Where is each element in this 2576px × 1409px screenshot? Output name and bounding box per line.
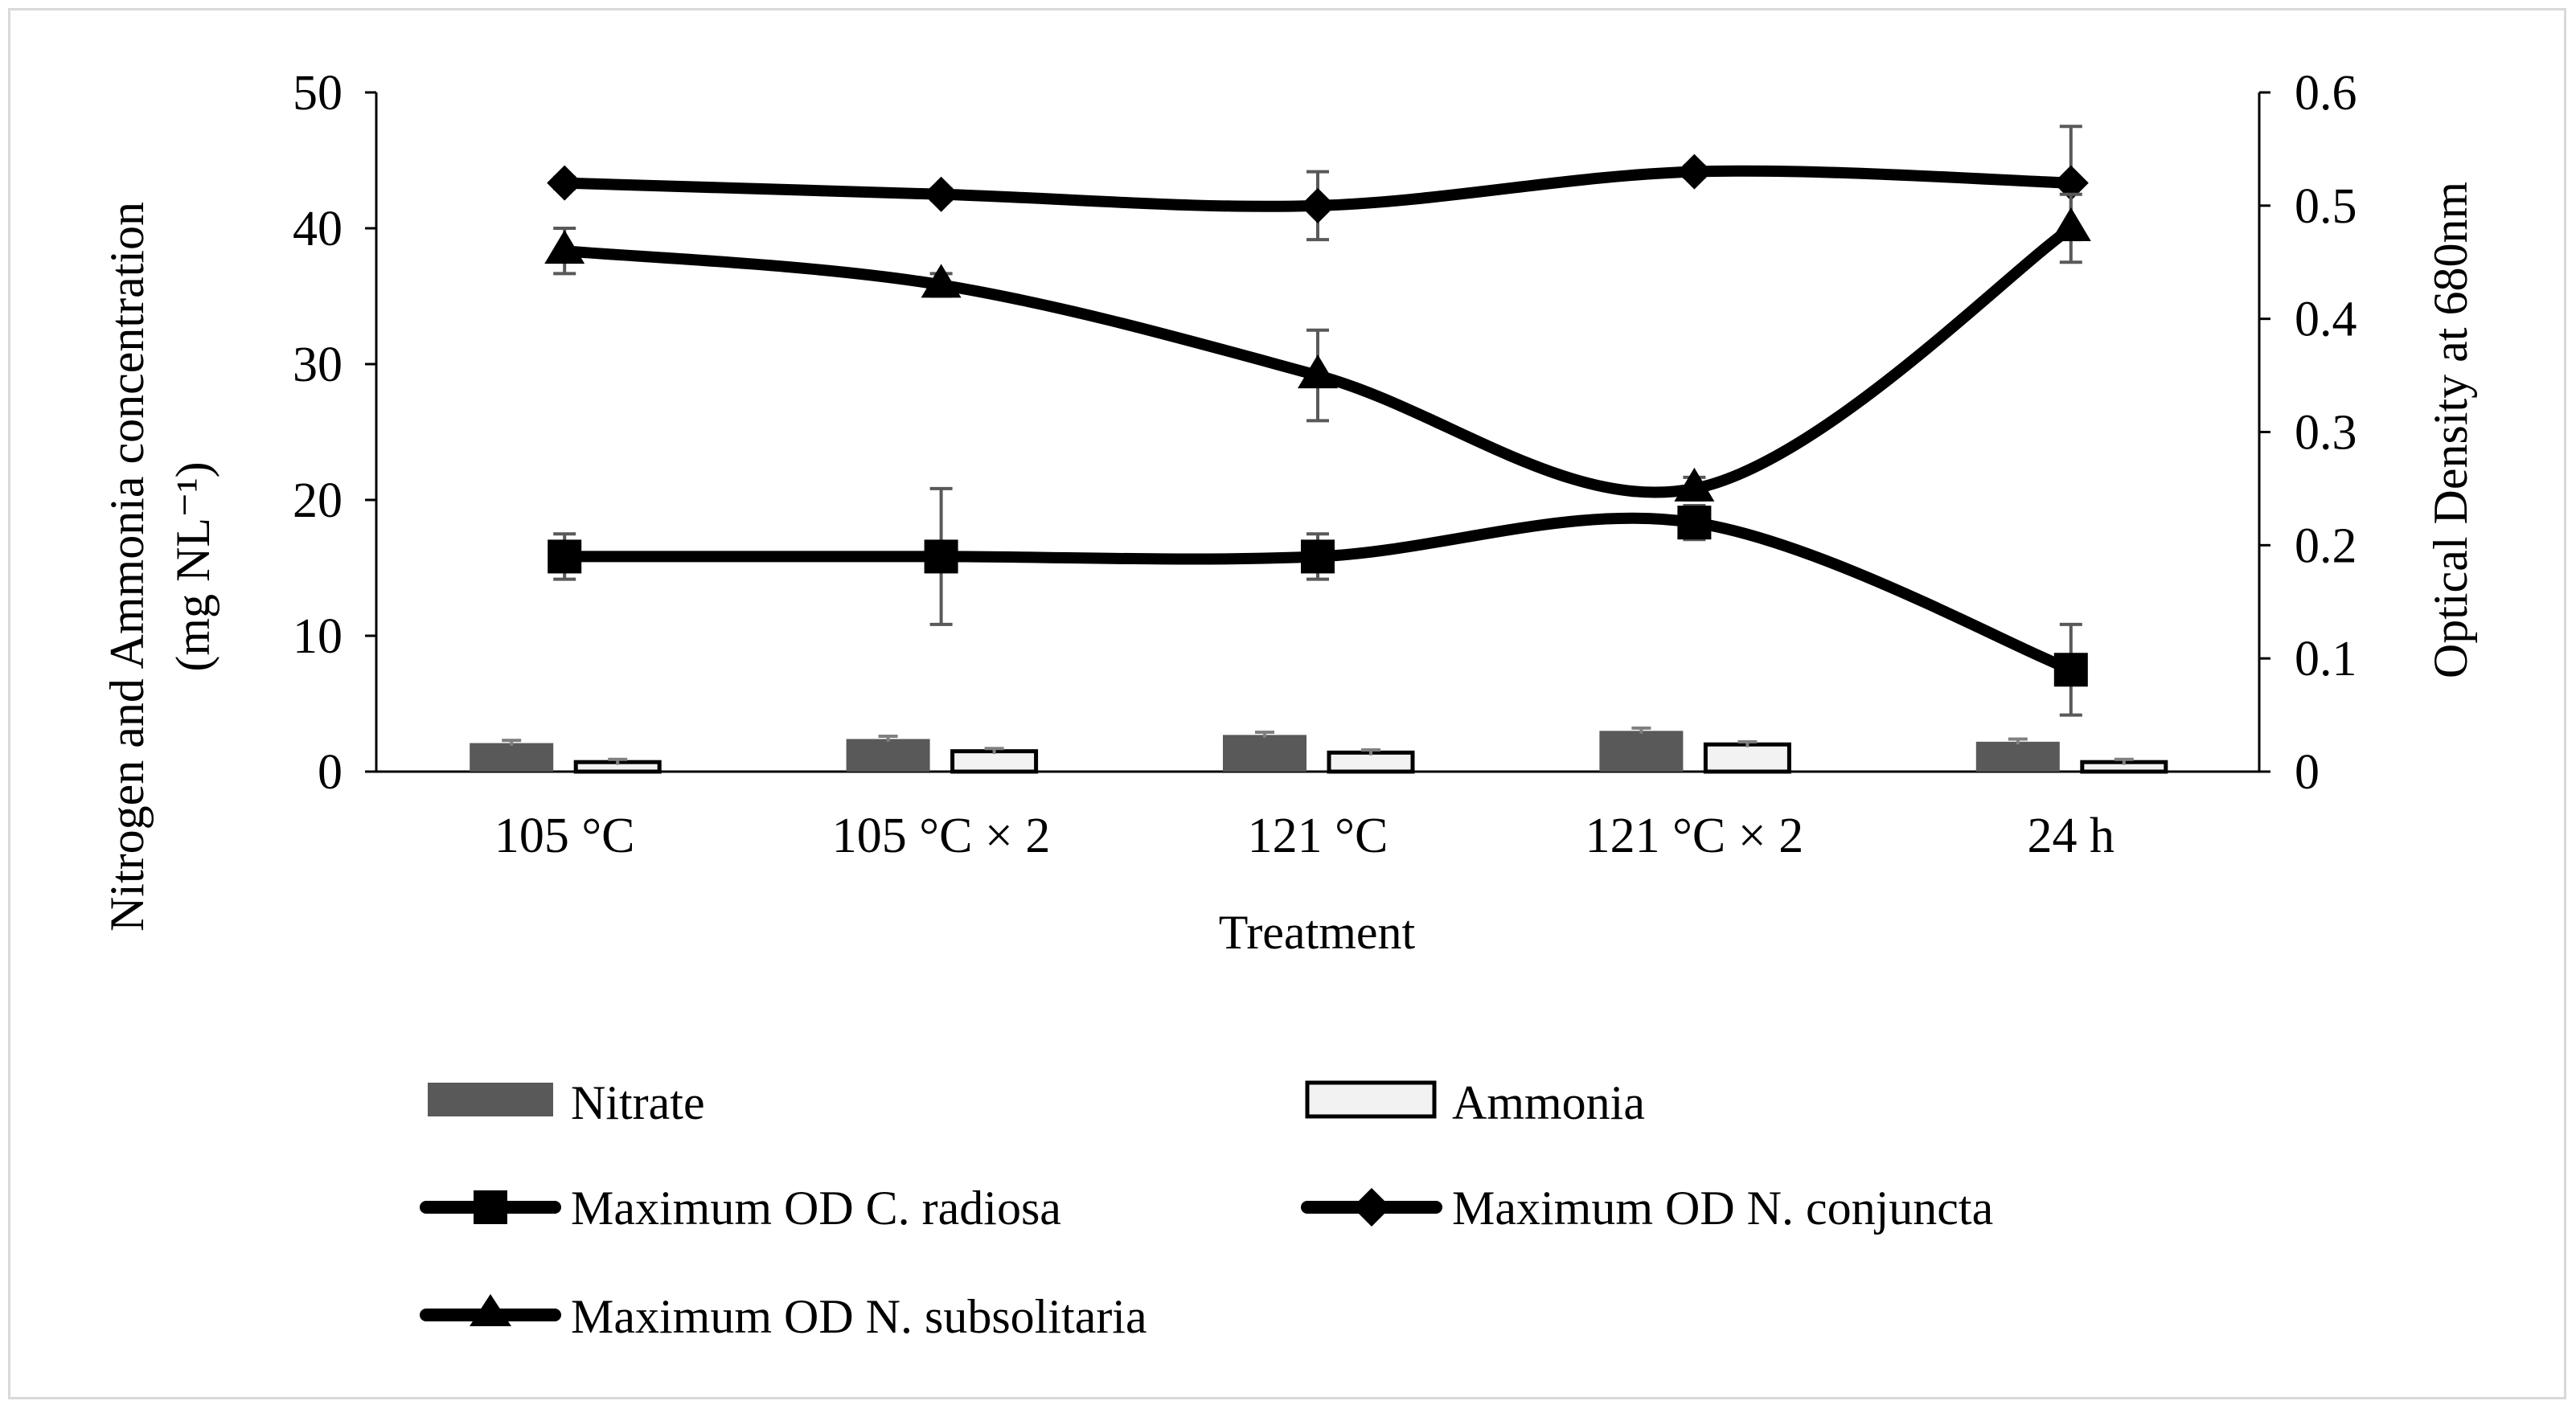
y-right-tick-label: 0 [2295,745,2320,800]
y-right-tick-label: 0.1 [2295,632,2357,686]
y-right-tick-label: 0.4 [2295,293,2357,347]
bar-nitrate [470,743,554,772]
bar-nitrate [1223,735,1306,772]
data-point-triangle [2050,207,2091,241]
y-left-tick-label: 20 [293,473,343,528]
bar-ammonia [950,749,1039,774]
bar-nitrate [1975,741,2060,772]
y-left-tick-label: 30 [293,338,343,392]
data-point-square [1677,506,1712,540]
data-point-diamond [1300,187,1335,223]
data-point-triangle [921,264,962,298]
data-point-triangle [1674,467,1715,502]
data-point-diamond [547,165,583,201]
x-tick-label: 121 °C × 2 [1585,809,1804,863]
axes-group: 0 10 20 30 40 50 0 0.1 0.2 0.3 0.4 0.5 0.6 105 °C 105 … [293,66,2357,863]
legend-swatch-ammonia [1305,1080,1437,1119]
y-right-tick-label: 0.3 [2295,406,2357,461]
legend-marker-diamond [1352,1188,1391,1227]
data-point-diamond [2053,165,2089,201]
data-point-diamond [1676,154,1713,190]
y-right-tick-label: 0.2 [2295,518,2357,573]
bar-ammonia [1703,742,1791,774]
x-tick-label: 24 h [2028,809,2115,863]
legend-swatch-nitrate [428,1083,553,1116]
chart-frame [8,8,2566,1399]
y-left-axis-label-line1: Nitrogen and Ammonia concentration [100,202,154,932]
y-left-axis-label-line2: (mg NL⁻¹) [166,461,219,671]
bars-group [470,726,2168,774]
y-left-tick-label: 50 [293,66,343,121]
series-line-maximum-od-n-subsolitaria [564,223,2074,498]
data-point-square [2053,653,2088,687]
x-tick-label: 121 °C [1248,809,1388,863]
y-left-tick-label: 0 [318,745,343,800]
y-left-tick-label: 10 [293,609,343,664]
x-tick-label: 105 °C × 2 [832,809,1051,863]
bar-nitrate [1599,731,1684,772]
bar-ammonia [1327,750,1415,774]
data-point-square [924,539,958,574]
legend: Nitrate Ammonia Maximum OD C. radiosa Ma… [420,1076,1993,1343]
y-right-tick-label: 0.6 [2295,66,2357,121]
legend-marker-square [474,1190,507,1224]
legend-label-nitrate: Nitrate [571,1076,705,1129]
data-point-square [1301,539,1335,574]
legend-label-n-conjuncta: Maximum OD N. conjuncta [1452,1182,1993,1235]
legend-label-n-subsolitaria: Maximum OD N. subsolitaria [571,1290,1147,1343]
y-right-axis-label: Optical Density at 680nm [2424,182,2477,678]
legend-label-ammonia: Ammonia [1452,1076,1645,1129]
y-right-tick-label: 0.5 [2295,179,2357,234]
x-tick-label: 105 °C [494,809,635,863]
data-point-triangle [1298,354,1338,389]
legend-marker-triangle [470,1294,511,1326]
legend-label-c-radiosa: Maximum OD C. radiosa [571,1182,1061,1235]
y-left-tick-label: 40 [293,202,343,256]
data-point-square [548,539,582,574]
x-axis-label: Treatment [1219,906,1416,959]
data-point-triangle [544,230,585,264]
lines-group [544,125,2091,717]
data-point-diamond [923,176,959,212]
bar-nitrate [846,739,930,772]
